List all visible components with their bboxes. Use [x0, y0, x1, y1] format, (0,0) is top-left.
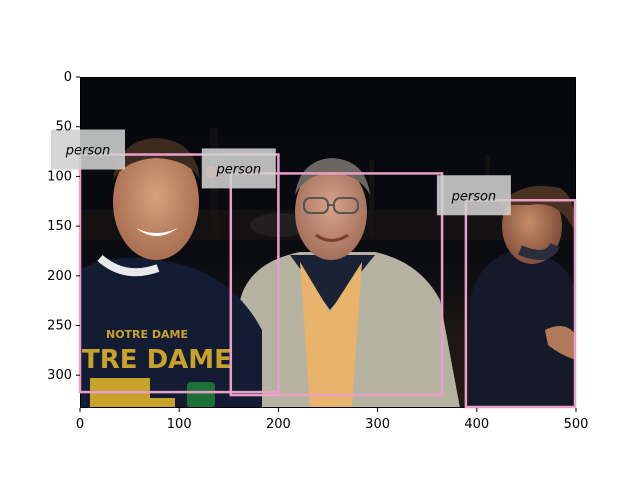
y-tick-label: 150	[47, 219, 72, 234]
x-tick-label: 100	[167, 417, 192, 432]
photo: NOTRE DAME TRE DAME	[80, 77, 576, 408]
y-tick-label: 100	[47, 169, 72, 184]
detection-label: person	[216, 162, 262, 177]
y-tick-label: 50	[55, 120, 72, 135]
y-tick-label: 200	[47, 269, 72, 284]
x-axis: 0 100 200 300 400 500	[76, 408, 589, 432]
detection-box-0	[78, 153, 280, 394]
detections: person person person	[51, 129, 577, 409]
svg-text:TRE DAME: TRE DAME	[82, 345, 232, 375]
detection-label: person	[451, 189, 497, 204]
detection-label-bg	[51, 129, 125, 170]
detection-box-1	[229, 172, 444, 397]
y-tick-label: 250	[47, 318, 72, 333]
y-tick-label: 0	[64, 70, 72, 85]
y-axis: 0 50 100 150 200 250 300	[47, 70, 80, 383]
person-left: NOTRE DAME TRE DAME	[80, 138, 262, 408]
x-tick-label: 300	[365, 417, 390, 432]
x-tick-label: 400	[464, 417, 489, 432]
detection-label: person	[65, 144, 111, 159]
x-tick-label: 200	[266, 417, 291, 432]
detection-label-bg	[201, 148, 276, 189]
light-pole-2	[369, 160, 374, 235]
bottle	[187, 382, 215, 408]
x-tick-label: 0	[76, 417, 84, 432]
person-right	[468, 186, 576, 408]
detection-box-2	[464, 199, 577, 409]
x-tick-label: 500	[564, 417, 589, 432]
detection-label-bg	[436, 175, 511, 216]
y-tick-label: 300	[47, 368, 72, 383]
person-middle	[235, 158, 460, 408]
svg-text:NOTRE DAME: NOTRE DAME	[106, 328, 188, 341]
